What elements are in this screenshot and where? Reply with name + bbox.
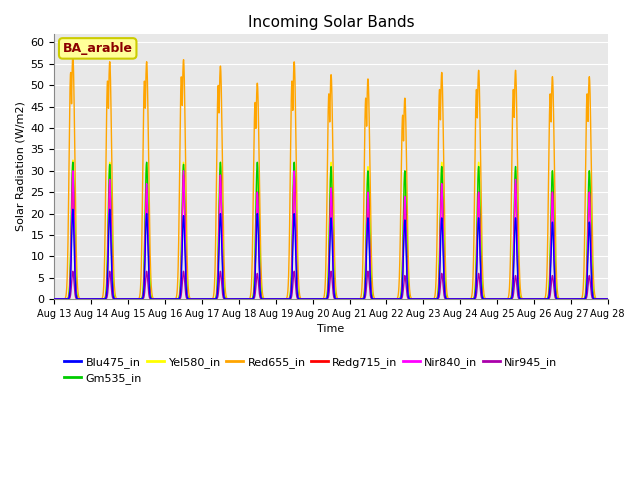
Title: Incoming Solar Bands: Incoming Solar Bands: [248, 15, 414, 30]
X-axis label: Time: Time: [317, 324, 345, 335]
Legend: Blu475_in, Gm535_in, Yel580_in, Red655_in, Redg715_in, Nir840_in, Nir945_in: Blu475_in, Gm535_in, Yel580_in, Red655_i…: [60, 352, 562, 389]
Y-axis label: Solar Radiation (W/m2): Solar Radiation (W/m2): [15, 102, 25, 231]
Text: BA_arable: BA_arable: [63, 42, 132, 55]
